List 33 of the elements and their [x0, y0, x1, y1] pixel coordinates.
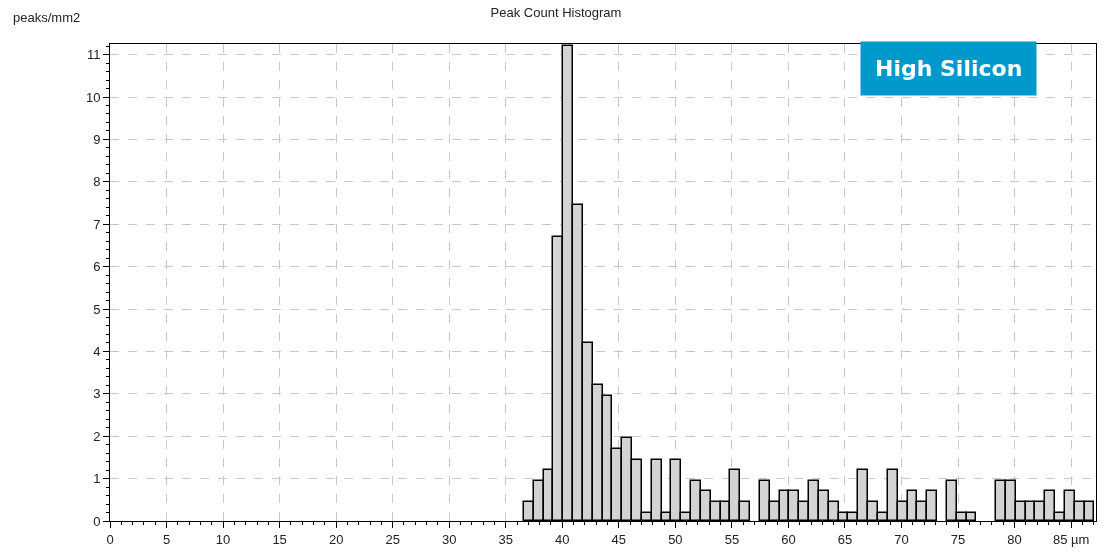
y-tick-label: 6	[93, 259, 101, 275]
x-tick-label: 10	[215, 531, 231, 547]
x-tick-label: 40	[555, 531, 570, 547]
x-tick-label: 85 µm	[1052, 531, 1090, 547]
x-tick-label: 60	[781, 531, 796, 547]
x-tick-label: 50	[668, 531, 683, 547]
x-tick-label: 75	[950, 531, 966, 547]
y-tick-label: 11	[86, 47, 101, 63]
x-tick-label: 15	[272, 531, 287, 547]
y-tick-label: 0	[93, 513, 101, 529]
x-tick-label: 55	[724, 531, 740, 547]
x-tick-label: 80	[1007, 531, 1022, 547]
x-tick-label: 35	[498, 531, 513, 547]
y-tick-label: 7	[93, 216, 101, 232]
x-tick-label: 65	[837, 531, 853, 547]
y-tick-label: 3	[93, 386, 101, 402]
x-tick-label: 0	[106, 531, 114, 547]
y-tick-label: 5	[93, 301, 101, 317]
y-tick-label: 8	[93, 174, 101, 190]
x-tick-label: 5	[162, 531, 171, 547]
y-tick-label: 2	[93, 428, 101, 444]
x-tick-label: 25	[385, 531, 400, 547]
y-tick-label: 4	[93, 343, 101, 359]
y-tick-label: 9	[93, 131, 101, 147]
chart-title: Peak Count Histogram	[490, 5, 622, 21]
y-tick-label: 10	[85, 89, 101, 105]
x-tick-label: 70	[894, 531, 909, 547]
annotation: High Silicon	[875, 56, 1023, 81]
y-tick-label: 1	[93, 471, 101, 487]
x-tick-label: 20	[328, 531, 344, 547]
x-tick-label: 45	[611, 531, 627, 547]
x-tick-label: 30	[441, 531, 457, 547]
y-axis-title: peaks/mm2	[13, 10, 81, 25]
